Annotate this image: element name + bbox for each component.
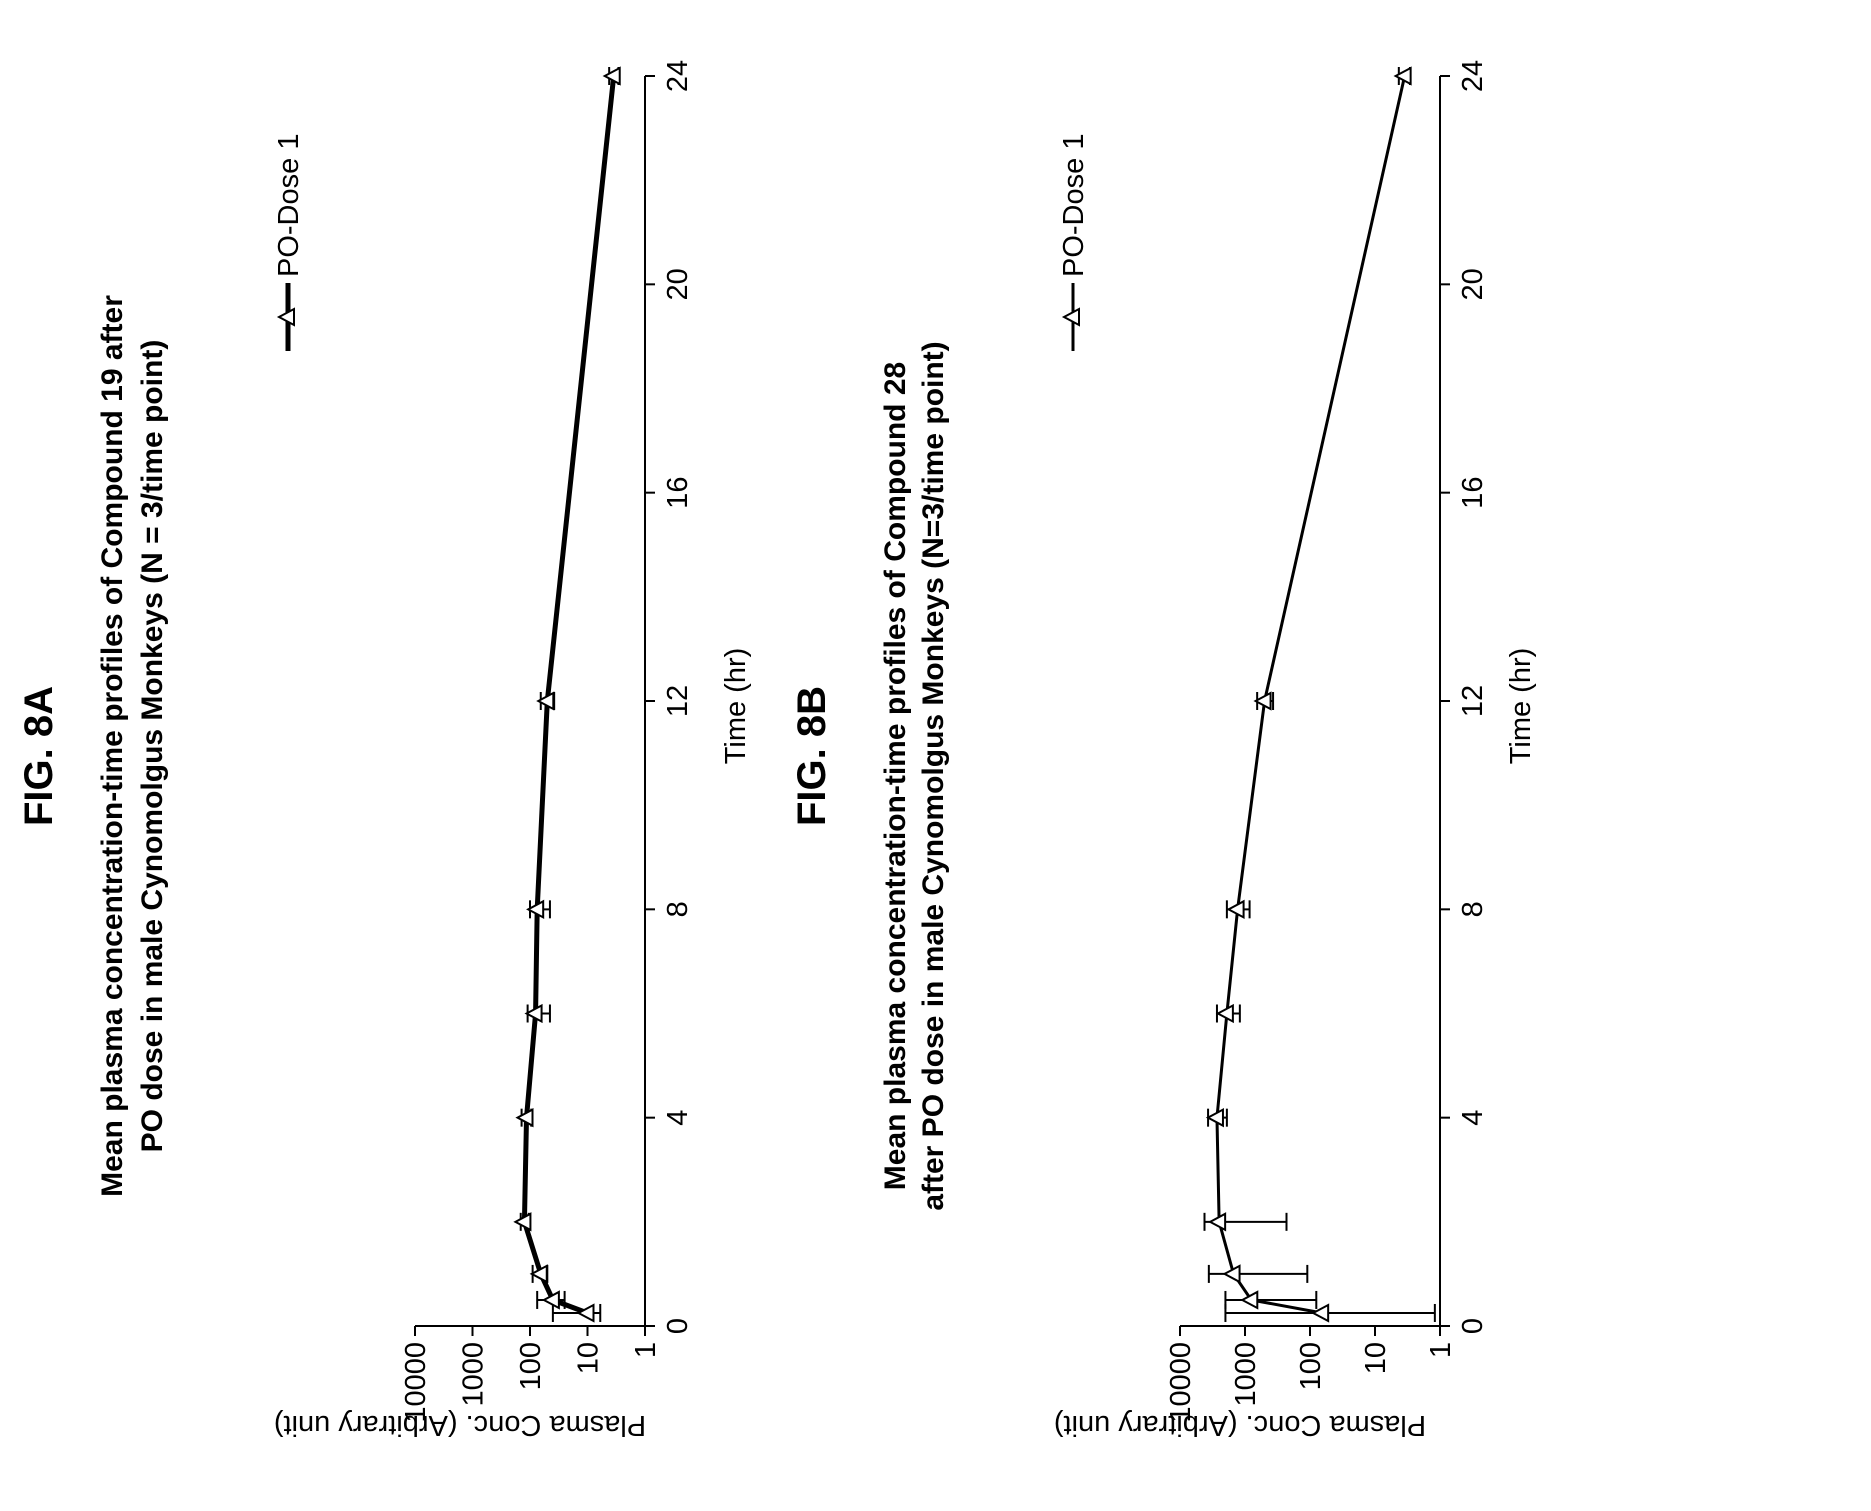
figure-8b-y-tick-label: 1 (1425, 1342, 1457, 1358)
figure-8b-data-point (1222, 1264, 1241, 1284)
figure-8b-plot-area (1203, 66, 1436, 1323)
figure-8a-legend-marker (276, 307, 295, 327)
figure-8a-x-tick-label: 16 (662, 477, 694, 509)
figure-8a-data-point (529, 1264, 548, 1284)
figure-8b-data-point (1226, 899, 1245, 919)
figure-8b-x-tick-label: 0 (1457, 1318, 1489, 1334)
figure-8a-x-tick-label: 20 (662, 268, 694, 300)
figure-8b-title-line-2: after PO dose in male Cynomolgus Monkeys… (917, 341, 950, 1210)
figure-8a-data-point (526, 899, 545, 919)
figure-8a-data-point (541, 1290, 560, 1310)
figure-8b-x-tick-label: 24 (1457, 60, 1489, 92)
figure-8a-y-tick-label: 10000 (400, 1342, 432, 1423)
figure-8b-label: FIG. 8B (790, 686, 834, 826)
figure-8a-data-point (602, 66, 621, 86)
figure-8a-data-point (576, 1303, 595, 1323)
figure-8b-data-point (1311, 1303, 1330, 1323)
figure-8b-legend-marker (1061, 307, 1080, 327)
figure-8a-title-line-2: PO dose in male Cynomolgus Monkeys (N = … (136, 340, 169, 1153)
figure-8b-x-tick-label: 20 (1457, 268, 1489, 300)
figure-8b-y-axis-label: Plasma Conc. (Arbitrary unit) (1054, 1409, 1426, 1441)
figure-8a-y-tick-label: 1 (630, 1342, 662, 1358)
figure-8a-y-tick-label: 10 (573, 1342, 605, 1374)
figure-8a-x-tick-label: 12 (662, 685, 694, 717)
figure-8a-y-tick-label: 100 (515, 1342, 547, 1390)
figure-8b-legend-label: PO-Dose 1 (1058, 134, 1090, 277)
figure-8a-data-point (524, 1003, 543, 1024)
figure-8a-x-axis-label: Time (hr) (720, 648, 752, 765)
figure-8a-legend-label: PO-Dose 1 (273, 134, 305, 277)
figure-8b-axes: 0 4 8 12 16 20 24 1 10 100 1000 10000 (1165, 60, 1489, 1423)
figure-8a-y-tick-label: 1000 (458, 1342, 490, 1407)
figure-8a-data-point (513, 1212, 532, 1232)
figure-8a-x-tick-label: 4 (662, 1110, 694, 1126)
figure-8a: FIG. 8A Mean plasma concentration-time p… (17, 60, 752, 1441)
figure-8a-series-line (521, 75, 617, 1316)
figure-8a-legend: PO-Dose 1 (273, 134, 305, 351)
figure-8a-data-point (515, 1107, 534, 1128)
figure-8a-y-axis-label: Plasma Conc. (Arbitrary unit) (274, 1409, 646, 1441)
figure-8a-axes: 0 4 8 12 16 20 24 1 10 100 1000 10000 (400, 60, 694, 1423)
figure-8b-y-tick-label: 1000 (1230, 1342, 1262, 1407)
figure-8b-x-axis-label: Time (hr) (1505, 648, 1537, 765)
figure-8b-data-point (1240, 1290, 1259, 1310)
figure-8b-data-point (1208, 1212, 1227, 1232)
figure-8b-data-point (1253, 691, 1272, 711)
figure-8b-x-tick-label: 16 (1457, 477, 1489, 509)
figure-8b-y-tick-label: 100 (1295, 1342, 1327, 1390)
figure-8a-x-tick-label: 24 (662, 60, 694, 92)
figure-8b-x-tick-label: 8 (1457, 901, 1489, 917)
figure-8a-x-tick-label: 0 (662, 1318, 694, 1334)
figure-8b-data-point (1393, 66, 1412, 86)
figure-8b-series-line (1215, 75, 1407, 1315)
figure-8b-y-tick-label: 10 (1360, 1342, 1392, 1374)
figure-8a-data-point (536, 691, 555, 711)
figure-8a-x-tick-label: 8 (662, 901, 694, 917)
figure-8a-title-line-1: Mean plasma concentration-time profiles … (96, 295, 129, 1197)
figure-8b-legend: PO-Dose 1 (1058, 134, 1090, 351)
figure-8b-data-point (1215, 1003, 1234, 1024)
figure-8b-title-line-1: Mean plasma concentration-time profiles … (879, 362, 912, 1190)
figure-8b-x-tick-label: 12 (1457, 685, 1489, 717)
figure-8a-plot-area (513, 66, 621, 1323)
figure-8b-y-tick-label: 10000 (1165, 1342, 1197, 1423)
figure-8a-label: FIG. 8A (17, 686, 61, 826)
figure-8b-x-tick-label: 4 (1457, 1110, 1489, 1126)
figure-8b-data-point (1205, 1107, 1224, 1128)
figure-8b-error-bar (1224, 1290, 1318, 1309)
figure-8b: FIG. 8B Mean plasma concentration-time p… (790, 60, 1537, 1441)
